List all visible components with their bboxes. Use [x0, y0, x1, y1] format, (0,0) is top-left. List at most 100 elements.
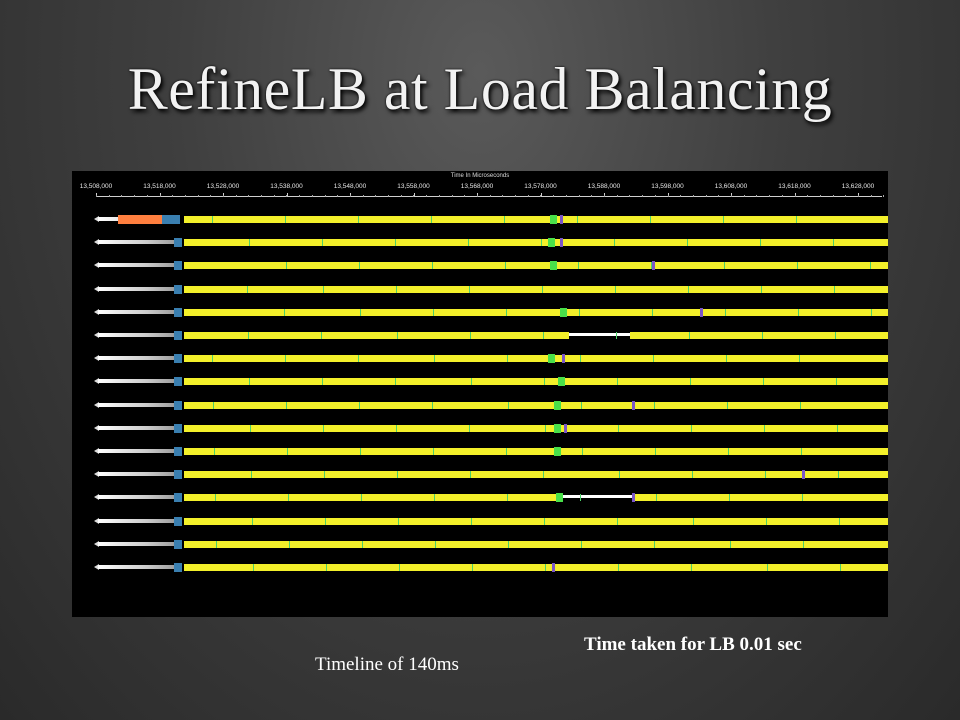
- idle-segment: [98, 449, 178, 453]
- pe-row: [72, 329, 888, 341]
- row-arrow-icon: [94, 564, 99, 570]
- compute-segment: [184, 308, 888, 316]
- event-blip: [252, 517, 253, 525]
- timeline-panel: Time In Microseconds 13,508,000 13,518,00…: [72, 171, 888, 617]
- event-blip: [690, 378, 691, 386]
- minor-tick: [795, 195, 796, 197]
- event-blip: [212, 355, 213, 363]
- minor-tick: [807, 195, 808, 197]
- pe-row: [72, 352, 888, 364]
- event-blip: [249, 239, 250, 247]
- event-blip: [360, 308, 361, 316]
- migration-segment: [548, 354, 555, 364]
- event-marker: [560, 238, 563, 248]
- event-blip: [434, 355, 435, 363]
- event-blip: [837, 424, 838, 432]
- minor-tick: [845, 195, 846, 197]
- event-blip: [285, 355, 286, 363]
- event-blip: [730, 540, 731, 548]
- minor-tick: [668, 195, 669, 197]
- tick-label: 13,568,000: [460, 183, 494, 190]
- event-blip: [214, 448, 215, 455]
- row-arrow-icon: [94, 517, 99, 524]
- event-blip: [469, 424, 470, 432]
- minor-tick: [528, 195, 529, 197]
- event-marker: [802, 470, 805, 480]
- event-blip: [249, 378, 250, 386]
- minor-tick: [439, 195, 440, 197]
- row-arrow-icon: [94, 494, 99, 501]
- sync-segment: [174, 539, 182, 549]
- event-blip: [322, 378, 323, 386]
- minor-tick: [756, 195, 757, 197]
- event-marker: [632, 493, 635, 503]
- event-blip: [507, 355, 508, 363]
- pe-row: [72, 283, 888, 295]
- minor-tick: [477, 195, 478, 197]
- event-blip: [650, 216, 651, 223]
- idle-segment: [98, 379, 178, 384]
- pe-row: [72, 399, 888, 411]
- event-blip: [396, 424, 397, 432]
- event-blip: [767, 564, 768, 571]
- event-blip: [213, 401, 214, 409]
- idle-segment: [98, 518, 178, 523]
- event-blip: [289, 540, 290, 548]
- event-blip: [326, 564, 327, 571]
- minor-tick: [604, 195, 605, 197]
- minor-tick: [871, 195, 872, 197]
- event-blip: [654, 401, 655, 409]
- minor-tick: [553, 195, 554, 197]
- event-blip: [472, 564, 473, 571]
- event-blip: [324, 471, 325, 479]
- event-blip: [833, 239, 834, 247]
- event-blip: [543, 332, 544, 339]
- pe-row: [72, 468, 888, 480]
- minor-tick: [731, 195, 732, 197]
- event-blip: [395, 239, 396, 247]
- event-blip: [359, 262, 360, 270]
- event-blip: [358, 355, 359, 363]
- minor-tick: [312, 195, 313, 197]
- event-blip: [504, 216, 505, 223]
- sync-segment: [174, 331, 182, 340]
- minor-tick: [490, 195, 491, 197]
- sync-segment: [174, 516, 182, 526]
- minor-tick: [299, 195, 300, 197]
- event-blip: [361, 494, 362, 502]
- row-arrow-icon: [94, 401, 99, 408]
- event-blip: [727, 401, 728, 409]
- compute-segment: [184, 517, 888, 525]
- event-blip: [468, 239, 469, 247]
- event-blip: [799, 355, 800, 363]
- idle-segment: [98, 565, 178, 569]
- lb-time-caption: Time taken for LB 0.01 sec: [584, 634, 802, 655]
- event-blip: [653, 355, 654, 363]
- pe-row: [72, 538, 888, 550]
- event-blip: [617, 517, 618, 525]
- idle-segment: [98, 402, 178, 407]
- tick-label: 13,548,000: [333, 183, 367, 190]
- sync-segment: [174, 470, 182, 480]
- minor-tick: [629, 195, 630, 197]
- minor-tick: [706, 195, 707, 197]
- event-marker: [652, 261, 655, 271]
- event-blip: [728, 448, 729, 455]
- event-blip: [396, 285, 397, 293]
- event-blip: [285, 216, 286, 223]
- event-blip: [615, 285, 616, 293]
- idle-segment: [98, 333, 178, 337]
- row-arrow-icon: [94, 448, 99, 454]
- row-arrow-icon: [94, 216, 99, 222]
- minor-tick: [515, 195, 516, 197]
- migration-segment: [554, 423, 561, 433]
- minor-tick: [96, 195, 97, 197]
- minor-tick: [452, 195, 453, 197]
- timeline-caption: Timeline of 140ms: [315, 654, 459, 675]
- tick-label: 13,588,000: [587, 183, 621, 190]
- pe-row: [72, 306, 888, 318]
- migration-segment: [556, 493, 563, 503]
- event-blip: [469, 285, 470, 293]
- idle-segment: [98, 286, 178, 291]
- event-blip: [803, 540, 804, 548]
